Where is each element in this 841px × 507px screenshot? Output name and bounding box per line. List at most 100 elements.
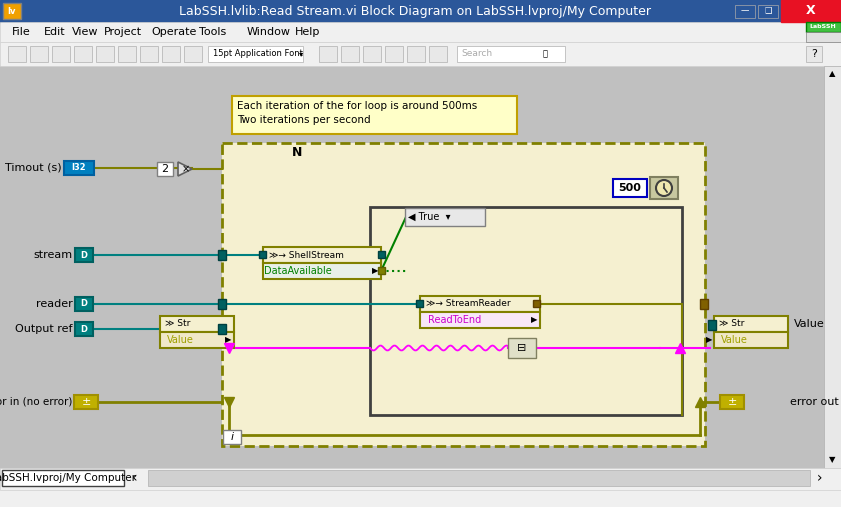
Bar	[75, 248, 93, 262]
Text: ‹: ‹	[132, 471, 138, 485]
Text: ?: ?	[811, 49, 817, 59]
Bar	[319, 46, 337, 62]
Text: Value: Value	[794, 319, 825, 329]
Text: ≫→ StreamReader: ≫→ StreamReader	[426, 300, 510, 308]
Bar	[714, 332, 788, 348]
Text: ×: ×	[182, 164, 190, 174]
Text: Tools: Tools	[199, 27, 226, 37]
Bar	[160, 316, 234, 332]
Bar	[416, 300, 423, 307]
Text: Output ref: Output ref	[15, 324, 73, 334]
Bar	[263, 247, 381, 263]
Text: 15pt Application Font: 15pt Application Font	[213, 50, 303, 58]
Bar	[148, 470, 810, 486]
Bar	[370, 207, 682, 415]
Bar	[385, 46, 403, 62]
Text: LabSSH.lvproj/My Computer: LabSSH.lvproj/My Computer	[0, 473, 136, 483]
Bar	[758, 5, 778, 18]
Text: Window: Window	[247, 27, 291, 37]
Polygon shape	[178, 162, 192, 176]
Bar	[378, 251, 385, 258]
Text: D: D	[81, 250, 87, 260]
Text: Project: Project	[104, 27, 142, 37]
Bar	[74, 46, 92, 62]
Text: ⊟: ⊟	[517, 343, 526, 353]
Bar	[218, 299, 226, 309]
Text: LabSSH.lvlib:Read Stream.vi Block Diagram on LabSSH.lvproj/My Computer: LabSSH.lvlib:Read Stream.vi Block Diagra…	[179, 5, 651, 18]
Text: ▶: ▶	[531, 315, 537, 324]
Bar	[824, 66, 841, 468]
Text: ≫→ ShellStream: ≫→ ShellStream	[269, 250, 344, 260]
Text: Operate: Operate	[151, 27, 197, 37]
Text: ▶: ▶	[706, 336, 712, 344]
Text: ▾: ▾	[299, 50, 304, 58]
Text: 🔍: 🔍	[543, 50, 548, 58]
Text: error in (no error): error in (no error)	[0, 397, 72, 407]
Text: View: View	[72, 27, 98, 37]
Bar	[420, 312, 540, 328]
Text: ›: ›	[817, 471, 822, 485]
Bar	[806, 22, 841, 32]
Bar	[735, 5, 755, 18]
Bar	[2, 470, 124, 486]
Bar	[363, 46, 381, 62]
Bar	[218, 250, 226, 260]
Bar	[218, 324, 226, 334]
Bar	[457, 46, 565, 62]
Text: D: D	[81, 324, 87, 334]
Bar	[222, 143, 705, 446]
Text: i: i	[230, 432, 234, 442]
Text: X: X	[807, 5, 816, 18]
Bar	[96, 46, 114, 62]
Bar	[118, 46, 136, 62]
Bar	[650, 177, 678, 199]
Text: Timout (s): Timout (s)	[5, 163, 62, 173]
Text: Value: Value	[721, 335, 748, 345]
Bar	[263, 263, 381, 279]
Bar	[0, 42, 841, 66]
Bar	[184, 46, 202, 62]
Bar	[140, 46, 158, 62]
Bar	[75, 322, 93, 336]
Text: ▲: ▲	[828, 69, 835, 79]
Text: ▶: ▶	[372, 267, 378, 275]
Text: DataAvailable: DataAvailable	[264, 266, 332, 276]
Bar	[8, 46, 26, 62]
Text: ❑: ❑	[764, 7, 772, 16]
Bar	[533, 300, 540, 307]
Text: Help: Help	[295, 27, 320, 37]
Bar	[420, 296, 540, 312]
Text: reader: reader	[36, 299, 73, 309]
Text: ±: ±	[82, 397, 91, 407]
Bar	[0, 468, 841, 490]
Bar	[232, 96, 517, 134]
Text: ≫ Str: ≫ Str	[165, 319, 190, 329]
Text: ReadToEnd: ReadToEnd	[428, 315, 482, 325]
Text: Search: Search	[461, 50, 492, 58]
Text: ◀ True  ▾: ◀ True ▾	[408, 212, 451, 222]
Text: ▼: ▼	[828, 455, 835, 464]
Text: Value: Value	[167, 335, 193, 345]
Bar	[806, 46, 822, 62]
Bar	[223, 430, 241, 444]
Bar	[407, 46, 425, 62]
Bar	[341, 46, 359, 62]
Bar	[613, 179, 647, 197]
Bar	[0, 22, 841, 42]
Bar	[0, 66, 824, 468]
Bar	[75, 297, 93, 311]
Circle shape	[656, 180, 672, 196]
Text: —: —	[741, 7, 749, 16]
Bar	[3, 3, 21, 19]
Text: 500: 500	[619, 183, 642, 193]
Bar	[508, 338, 536, 358]
Bar	[378, 267, 385, 274]
Bar	[259, 251, 266, 258]
Bar	[64, 161, 94, 175]
Text: error out: error out	[790, 397, 838, 407]
Text: N: N	[292, 146, 302, 159]
Bar	[162, 46, 180, 62]
Text: stream: stream	[34, 250, 73, 260]
Bar	[160, 332, 234, 348]
Text: D: D	[81, 300, 87, 308]
